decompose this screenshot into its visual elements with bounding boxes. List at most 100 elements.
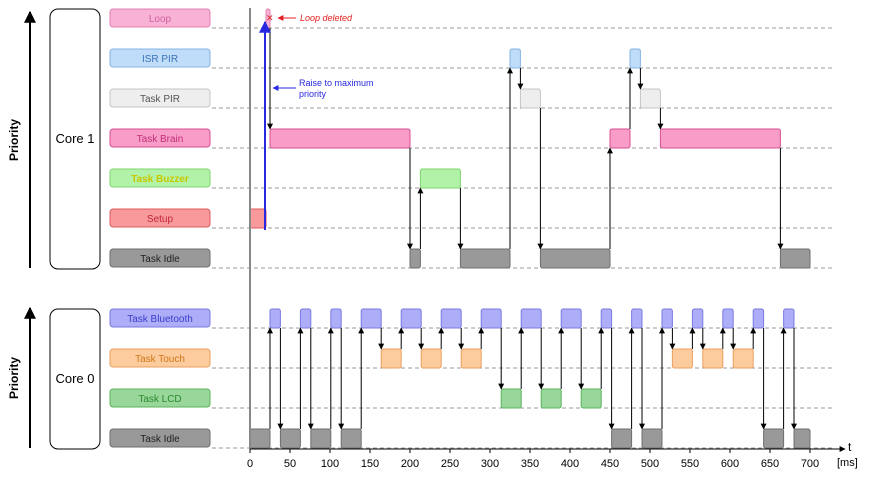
tick-label: 0 xyxy=(247,458,253,470)
task-segment xyxy=(763,428,785,449)
task-segment xyxy=(659,128,781,149)
task-segment xyxy=(340,428,362,449)
tick-label: 200 xyxy=(401,458,419,470)
task-segment xyxy=(611,428,633,449)
core0-label: Core 0 xyxy=(55,371,94,386)
task-label-text: Task Idle xyxy=(140,434,180,445)
task-segment xyxy=(793,428,811,449)
tick-label: 350 xyxy=(521,458,539,470)
tick-label: 700 xyxy=(801,458,819,470)
task-segments xyxy=(249,8,811,449)
task-segment xyxy=(639,88,661,109)
task-labels: Loop ISR PIR Task PIR Task Brain Task Buzzer… xyxy=(109,8,211,448)
task-label-box xyxy=(109,388,211,408)
tick-label: 500 xyxy=(641,458,659,470)
tick-label: 400 xyxy=(561,458,579,470)
task-segment xyxy=(480,308,502,329)
core1-label: Core 1 xyxy=(55,131,94,146)
task-segment xyxy=(609,128,631,149)
task-segment xyxy=(752,308,765,329)
task-label-box xyxy=(109,168,211,188)
task-label-text: Task LCD xyxy=(138,394,181,405)
task-segment xyxy=(460,348,482,369)
tick-label: 100 xyxy=(321,458,339,470)
task-label-box xyxy=(109,348,211,368)
task-label-box xyxy=(109,48,211,68)
task-segment xyxy=(420,348,442,369)
task-segment xyxy=(360,308,382,329)
task-segment xyxy=(702,348,724,369)
task-segment xyxy=(519,88,541,109)
task-label-text: ISR PIR xyxy=(142,54,178,65)
task-label-box xyxy=(109,8,211,28)
annotations: Raise to maximum priority ✕ Loop deleted xyxy=(259,13,374,230)
task-segment xyxy=(722,308,734,329)
task-segment xyxy=(580,388,602,409)
tick-label: 550 xyxy=(681,458,699,470)
task-segment xyxy=(600,308,613,329)
task-segment xyxy=(779,248,811,269)
task-segment xyxy=(539,248,611,269)
task-label-box xyxy=(109,248,211,268)
task-segment xyxy=(509,48,521,69)
tick-label: 450 xyxy=(601,458,619,470)
axis-label-t: t xyxy=(848,440,852,454)
task-label-box xyxy=(109,128,211,148)
task-segment xyxy=(419,168,461,189)
raise-priority-text-2: priority xyxy=(299,89,327,99)
core1-box xyxy=(49,8,101,270)
task-label-box xyxy=(109,428,211,448)
task-segment xyxy=(249,428,271,449)
task-segment xyxy=(500,388,522,409)
task-segment xyxy=(783,308,795,329)
task-segment xyxy=(310,428,332,449)
task-label-box xyxy=(109,208,211,228)
task-segment xyxy=(380,348,402,369)
task-segment xyxy=(691,308,704,329)
core0-box xyxy=(49,308,101,450)
task-segment xyxy=(641,428,663,449)
tick-label: 250 xyxy=(441,458,459,470)
task-label-text: Task Idle xyxy=(140,254,180,265)
priority-label-core1: Priority xyxy=(7,119,21,161)
task-label-text: Task PIR xyxy=(140,94,180,105)
time-ticks: 0 50 100 150 200 250 300 350 400 450 500 550 600 650 7… xyxy=(247,449,819,470)
task-segment xyxy=(279,428,301,449)
task-segment xyxy=(520,308,542,329)
task-segment xyxy=(540,388,562,409)
task-segment xyxy=(269,128,411,149)
tick-label: 600 xyxy=(721,458,739,470)
transition-arrows xyxy=(267,28,797,430)
task-segment xyxy=(249,208,267,229)
task-label-text: Task Buzzer xyxy=(131,174,189,185)
tick-label: 150 xyxy=(361,458,379,470)
task-label-box xyxy=(109,308,211,328)
tick-label: 300 xyxy=(481,458,499,470)
task-segment xyxy=(671,348,693,369)
task-segment xyxy=(330,308,342,329)
task-segment xyxy=(400,308,422,329)
task-segment xyxy=(629,48,641,69)
priority-label-core0: Priority xyxy=(7,357,21,399)
task-segment xyxy=(299,308,312,329)
task-label-text: Setup xyxy=(147,214,174,225)
task-segment xyxy=(440,308,462,329)
loop-deleted-cross-icon: ✕ xyxy=(266,13,274,23)
raise-priority-text-1: Raise to maximum xyxy=(299,78,374,88)
task-label-text: Task Touch xyxy=(135,354,185,365)
task-label-text: Loop xyxy=(149,14,172,25)
axis-unit: [ms] xyxy=(837,457,858,469)
tick-label: 50 xyxy=(284,458,296,470)
task-segment xyxy=(732,348,754,369)
task-segment xyxy=(661,308,673,329)
task-segment xyxy=(409,248,421,269)
task-segment xyxy=(631,308,643,329)
task-label-text: Task Brain xyxy=(137,134,184,145)
task-segment xyxy=(459,248,511,269)
task-label-box xyxy=(109,88,211,108)
task-label-text: Task Bluetooth xyxy=(127,314,193,325)
tick-label: 650 xyxy=(761,458,779,470)
task-segment xyxy=(560,308,582,329)
loop-deleted-text: Loop deleted xyxy=(300,13,353,23)
